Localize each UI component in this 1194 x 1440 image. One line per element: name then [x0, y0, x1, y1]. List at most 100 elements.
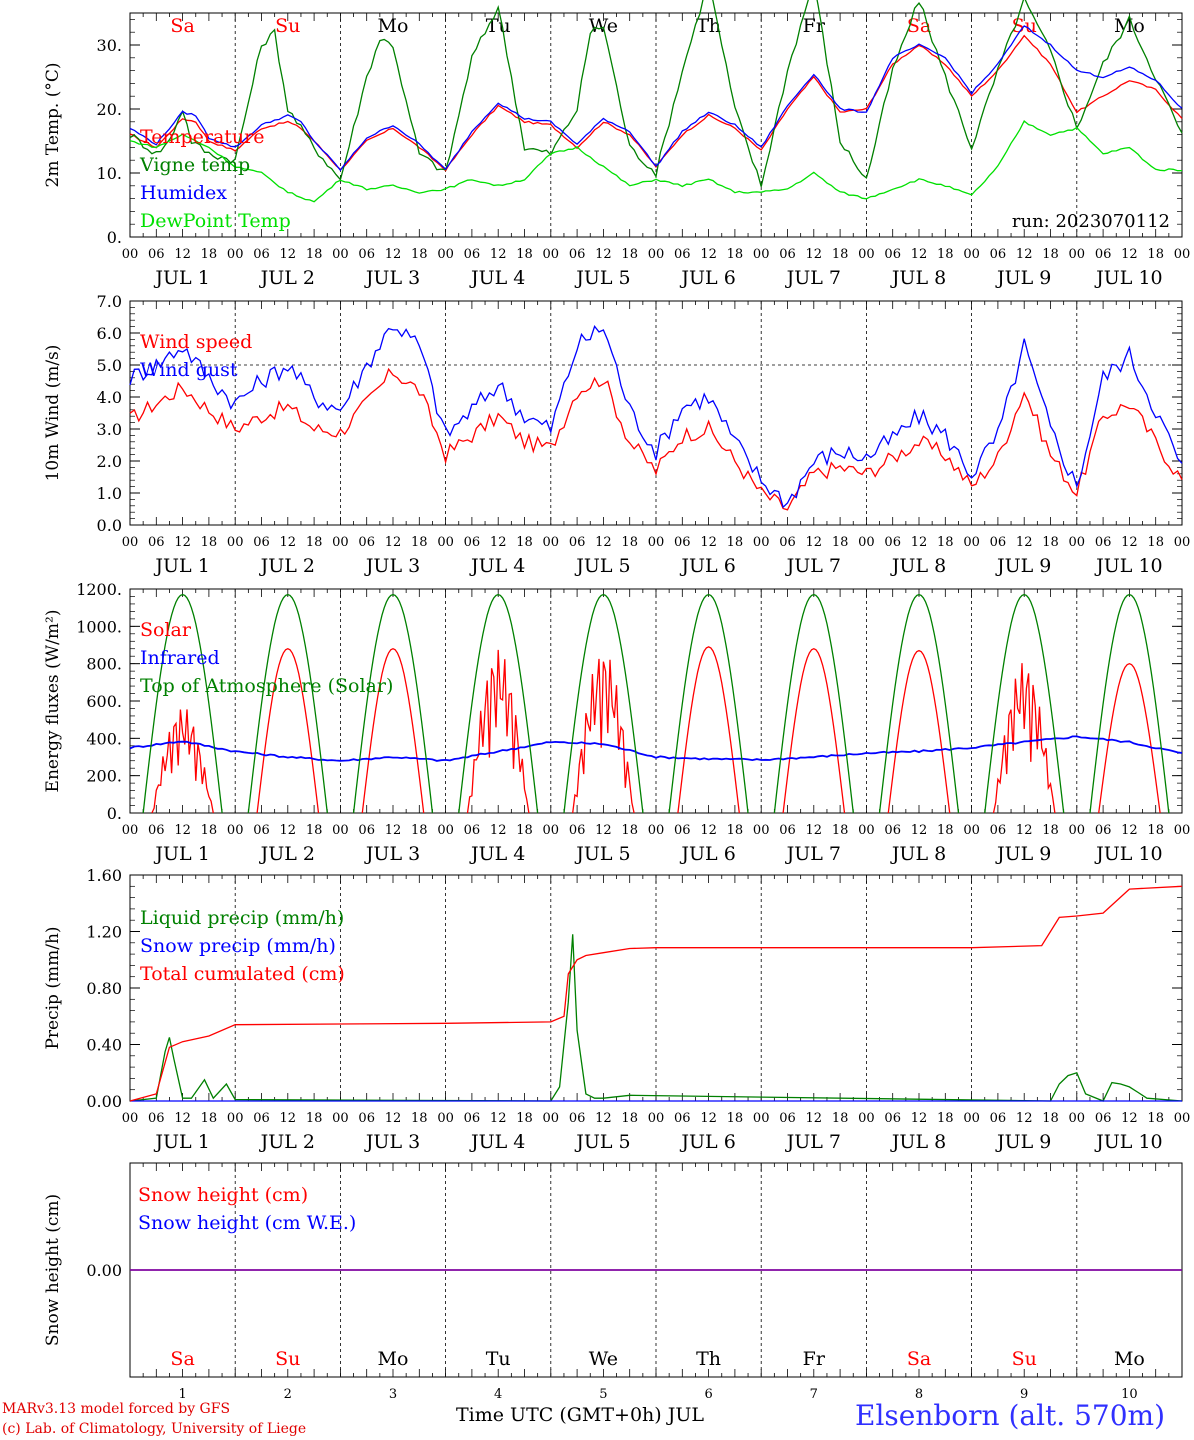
legend-entry: Top of Atmosphere (Solar) [140, 675, 393, 697]
hour-tick-label: 06 [884, 1111, 901, 1126]
series-line-top-of-atmosphere-solar- [142, 593, 1170, 814]
day-name: We [589, 1348, 618, 1370]
day-label: JUL 6 [679, 843, 735, 865]
hour-tick-label: 18 [727, 823, 744, 838]
hour-tick-label: 06 [464, 823, 481, 838]
hour-tick-label: 12 [911, 1111, 928, 1126]
hour-tick-label: 06 [464, 247, 481, 262]
hour-tick-label: 00 [1174, 1111, 1191, 1126]
day-name: Tu [486, 1348, 511, 1370]
hour-tick-label: 00 [858, 535, 875, 550]
hour-tick-label: 18 [621, 535, 638, 550]
series-group [129, 885, 1183, 1102]
day-name: Mo [378, 1348, 409, 1370]
day-name: Th [696, 1348, 721, 1370]
hour-tick-label: 18 [411, 247, 428, 262]
day-name: Sa [170, 15, 194, 37]
hour-tick-label: 18 [1147, 247, 1164, 262]
hour-tick-label: 00 [648, 535, 665, 550]
hour-tick-label: 18 [1147, 1111, 1164, 1126]
hour-tick-label: 06 [253, 1111, 270, 1126]
hour-tick-label: 00 [332, 823, 349, 838]
hour-tick-label: 12 [700, 1111, 717, 1126]
day-label: JUL 4 [469, 1131, 525, 1153]
hour-tick-label: 06 [253, 535, 270, 550]
hour-tick-label: 06 [990, 247, 1007, 262]
day-label: JUL 3 [364, 267, 420, 289]
hour-tick-label: 06 [779, 823, 796, 838]
hour-tick-label: 06 [1095, 535, 1112, 550]
day-label: JUL 5 [574, 1131, 630, 1153]
hour-tick-label: 06 [148, 535, 165, 550]
legend-entry: Wind speed [140, 331, 252, 353]
day-number: 2 [284, 1387, 292, 1402]
hour-tick-label: 18 [201, 535, 218, 550]
day-label: JUL 10 [1094, 843, 1162, 865]
hour-tick-label: 18 [832, 1111, 849, 1126]
day-name: Sa [170, 1348, 194, 1370]
day-label: JUL 3 [364, 1131, 420, 1153]
y-tick-label: 0. [107, 228, 122, 247]
hour-tick-label: 00 [437, 823, 454, 838]
hour-tick-label: 18 [1147, 535, 1164, 550]
day-label: JUL 5 [574, 555, 630, 577]
hour-tick-label: 18 [516, 1111, 533, 1126]
day-label: JUL 2 [259, 267, 315, 289]
hour-tick-label: 06 [1095, 1111, 1112, 1126]
legend-entry: Infrared [140, 647, 220, 669]
day-label: JUL 4 [469, 843, 525, 865]
hour-tick-label: 12 [1121, 535, 1138, 550]
hour-tick-label: 06 [1095, 247, 1112, 262]
series-group [129, 593, 1183, 814]
hour-tick-label: 12 [490, 823, 507, 838]
hour-tick-label: 18 [1042, 1111, 1059, 1126]
hour-tick-label: 12 [1121, 823, 1138, 838]
hour-tick-label: 06 [358, 535, 375, 550]
day-label: JUL 1 [153, 267, 209, 289]
series-line-vigne-temp [129, 0, 1183, 187]
hour-tick-label: 18 [621, 247, 638, 262]
hour-tick-label: 06 [1095, 823, 1112, 838]
series-line-total-cumulated-cm- [129, 885, 1183, 1102]
hour-tick-label: 06 [674, 247, 691, 262]
day-name: We [589, 15, 618, 37]
day-label: JUL 8 [890, 555, 946, 577]
y-tick-label: 0.00 [86, 1092, 122, 1111]
run-label: run: 2023070112 [1012, 211, 1170, 232]
hour-tick-label: 00 [227, 823, 244, 838]
hour-tick-label: 00 [227, 1111, 244, 1126]
hour-tick-label: 06 [674, 823, 691, 838]
y-axis-label: 2m Temp. (°C) [43, 62, 63, 187]
hour-tick-label: 06 [884, 823, 901, 838]
hour-tick-label: 12 [911, 535, 928, 550]
hour-tick-label: 00 [227, 247, 244, 262]
hour-tick-label: 06 [464, 1111, 481, 1126]
y-tick-label: 800. [86, 655, 122, 674]
y-tick-label: 6.0 [97, 324, 122, 343]
day-label: JUL 8 [890, 1131, 946, 1153]
day-label: JUL 7 [785, 843, 841, 865]
hour-tick-label: 12 [280, 823, 297, 838]
day-label: JUL 3 [364, 555, 420, 577]
hour-tick-label: 06 [674, 535, 691, 550]
hour-tick-label: 18 [516, 247, 533, 262]
hour-tick-label: 12 [385, 535, 402, 550]
hour-tick-label: 06 [569, 247, 586, 262]
hour-tick-label: 06 [253, 823, 270, 838]
hour-tick-label: 18 [937, 247, 954, 262]
hour-tick-label: 00 [543, 535, 560, 550]
hour-tick-label: 12 [280, 247, 297, 262]
y-tick-label: 1.0 [97, 484, 122, 503]
hour-tick-label: 18 [832, 247, 849, 262]
credit-line-1: MARv3.13 model forced by GFS [2, 1401, 231, 1417]
hour-tick-label: 18 [306, 247, 323, 262]
y-tick-label: 0.40 [86, 1036, 122, 1055]
series-line-infrared [129, 735, 1183, 762]
hour-tick-label: 00 [753, 1111, 770, 1126]
series-line-liquid-precip-mm-h- [129, 934, 1183, 1102]
hour-tick-label: 12 [595, 1111, 612, 1126]
hour-tick-label: 18 [516, 823, 533, 838]
hour-tick-label: 18 [411, 535, 428, 550]
hour-tick-label: 18 [1042, 247, 1059, 262]
hour-tick-label: 00 [963, 247, 980, 262]
